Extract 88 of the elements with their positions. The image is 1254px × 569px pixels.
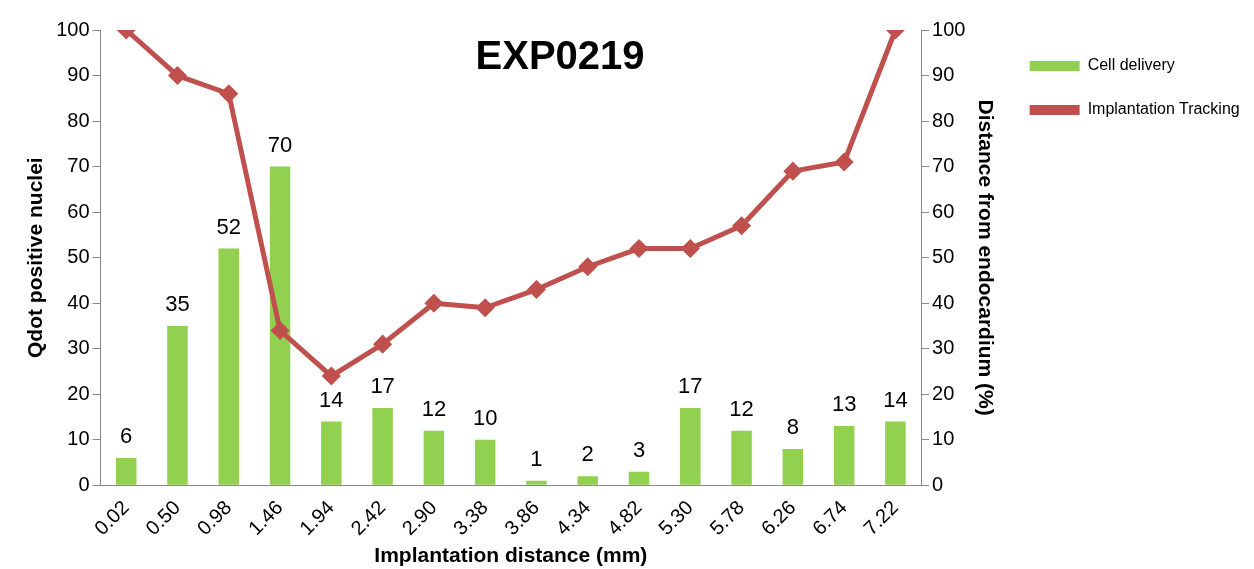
point (425, 294, 443, 312)
y-axis-title: Qdot positive nuclei (23, 157, 47, 358)
y2-tick-label: 80 (932, 108, 955, 131)
point (322, 367, 340, 385)
bar (321, 421, 342, 485)
y-tick-label: 40 (67, 290, 90, 313)
bar (115, 457, 137, 485)
point (835, 153, 853, 171)
data-label: 2 (581, 441, 594, 467)
legend-label: Implantation Tracking (1087, 100, 1240, 118)
y-tick-label: 10 (67, 427, 90, 450)
point (220, 85, 238, 103)
data-label: 6 (120, 423, 133, 449)
data-label: 13 (831, 391, 857, 417)
bar (782, 448, 804, 485)
x-tick-label: 0.50 (141, 495, 185, 540)
y2-tick-label: 0 (932, 472, 944, 495)
bar (628, 471, 650, 485)
bar (577, 476, 598, 485)
data-label: 8 (786, 413, 799, 439)
data-label: 14 (319, 386, 344, 412)
y2-tick-label: 60 (932, 199, 955, 222)
data-label: 3 (632, 436, 646, 462)
x-tick-label: 4.34 (551, 495, 595, 540)
y-tick-label: 80 (67, 108, 90, 131)
x-tick-label: 6.26 (756, 495, 800, 540)
y-tick-label: 70 (67, 154, 90, 177)
point (784, 162, 802, 180)
y2-tick-label: 40 (932, 290, 955, 313)
y2-tick-label: 50 (932, 245, 955, 268)
x-tick-label: 4.82 (602, 495, 646, 540)
x-tick-label: 6.74 (807, 495, 851, 540)
data-label: 14 (883, 386, 908, 412)
x-tick-label: 7.22 (859, 495, 903, 540)
data-label: 1 (530, 445, 543, 471)
y-tick-label: 50 (67, 245, 90, 268)
bar (731, 430, 752, 485)
y-tick-label: 60 (67, 199, 90, 222)
data-label: 52 (216, 213, 242, 239)
y-tick-label: 90 (67, 63, 90, 86)
bar (885, 421, 906, 485)
data-label: 12 (421, 395, 447, 421)
data-label: 17 (678, 372, 703, 398)
bar (423, 430, 445, 485)
y-tick-label: 30 (67, 336, 90, 359)
x-tick-label: 5.78 (705, 495, 749, 540)
bar (218, 248, 240, 485)
point (168, 67, 186, 85)
point (630, 240, 648, 258)
x-tick-label: 5.30 (653, 495, 698, 540)
y2-tick-label: 10 (932, 427, 955, 450)
y2-axis-title: Distance from endocardium (%) (975, 99, 999, 416)
y2-tick-label: 30 (932, 336, 955, 359)
point (374, 335, 392, 353)
bar (167, 325, 188, 485)
y2-tick-label: 100 (932, 17, 966, 40)
chart-title: EXP0219 (475, 33, 645, 78)
bar (833, 426, 855, 485)
y2-tick-label: 20 (932, 381, 955, 404)
bar (526, 480, 547, 485)
y2-tick-label: 70 (932, 154, 955, 177)
legend-label: Cell delivery (1087, 56, 1175, 74)
x-tick-label: 1.46 (243, 495, 287, 540)
bar (680, 407, 701, 485)
y-tick-label: 0 (78, 472, 90, 495)
point (579, 258, 597, 276)
y-tick-label: 20 (67, 381, 90, 404)
data-label: 12 (729, 395, 754, 421)
point (733, 217, 751, 235)
data-label: 70 (267, 131, 293, 157)
point (527, 281, 545, 299)
bar (474, 439, 496, 485)
data-label: 17 (370, 372, 395, 398)
bar (269, 166, 291, 485)
x-tick-label: 0.02 (89, 495, 133, 540)
data-label: 10 (472, 404, 498, 430)
data-label: 35 (165, 291, 190, 317)
y-tick-label: 100 (56, 17, 90, 40)
point (681, 240, 699, 258)
point (271, 322, 289, 339)
bar (372, 407, 393, 485)
x-tick-label: 0.98 (192, 495, 236, 540)
x-tick-label: 3.38 (448, 495, 492, 540)
point (476, 299, 494, 317)
x-tick-label: 1.94 (294, 495, 339, 540)
y2-tick-label: 90 (932, 63, 955, 86)
x-axis-title: Implantation distance (mm) (374, 543, 648, 567)
x-tick-label: 3.86 (500, 495, 544, 540)
